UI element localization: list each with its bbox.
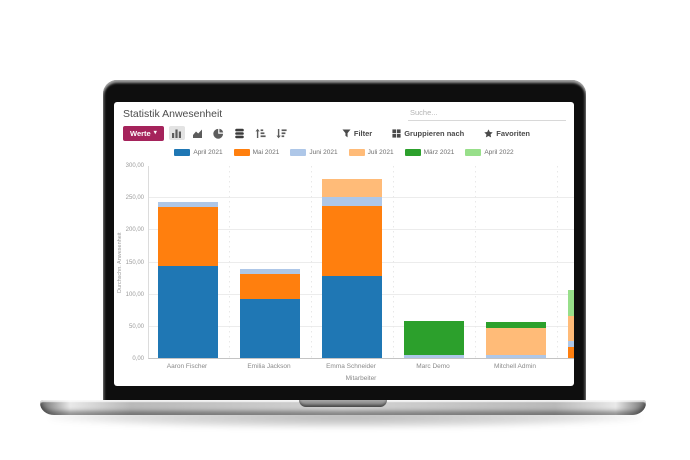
bar-chart-icon [172, 129, 182, 138]
laptop-base [40, 400, 646, 415]
legend-item[interactable]: Mai 2021 [233, 149, 280, 156]
legend-item[interactable]: April 2021 [174, 149, 223, 156]
legend-label: Juli 2021 [367, 149, 394, 156]
bar-segment[interactable] [158, 202, 218, 208]
star-icon [484, 128, 493, 137]
bar-segment[interactable] [568, 347, 574, 358]
page-title: Statistik Anwesenheit [123, 108, 223, 120]
legend-swatch [404, 149, 421, 156]
y-tick-label: 200,00 [125, 227, 144, 234]
filter-label: Filter [353, 128, 373, 138]
toolbar: Werte ▾ [123, 125, 566, 141]
chart-plot [148, 166, 574, 359]
legend-swatch [290, 149, 307, 156]
legend-swatch [174, 149, 191, 156]
bar-segment[interactable] [404, 321, 464, 355]
pie-chart-icon [213, 128, 224, 139]
y-tick-label: 250,00 [125, 195, 144, 202]
favorites-label: Favoriten [496, 128, 530, 138]
y-tick-label: 0,00 [132, 356, 144, 362]
legend-label: Mai 2021 [252, 149, 280, 156]
bar-segment[interactable] [322, 206, 382, 276]
vertical-gridline [557, 166, 558, 358]
legend-label: Juni 2021 [309, 149, 338, 156]
bar-segment[interactable] [322, 275, 382, 358]
search-panel-controls: Filter Gruppieren nach Favoriten [342, 129, 530, 138]
search-input[interactable]: Suche... [408, 107, 566, 121]
bar-segment[interactable] [486, 354, 546, 358]
legend-item[interactable]: März 2021 [404, 149, 455, 156]
bar-segment[interactable] [568, 315, 574, 341]
search-placeholder: Suche... [410, 108, 438, 117]
sort-ascending-button[interactable] [253, 126, 269, 140]
legend-swatch [465, 149, 482, 156]
app-window: Statistik Anwesenheit Suche... Werte ▾ [114, 102, 574, 386]
filter-button[interactable]: Filter [342, 129, 372, 138]
measures-button[interactable]: Werte ▾ [123, 125, 164, 141]
caret-down-icon: ▾ [153, 130, 157, 136]
bar-segment[interactable] [240, 274, 300, 299]
sort-ascending-icon [255, 128, 266, 138]
bar-segment[interactable] [158, 266, 218, 358]
sort-descending-button[interactable] [274, 126, 290, 140]
legend-swatch [233, 149, 250, 156]
measures-button-label: Werte [130, 128, 151, 138]
line-chart-icon [193, 129, 203, 138]
legend-item[interactable]: Juni 2021 [290, 149, 338, 156]
y-tick-label: 100,00 [125, 291, 144, 298]
bar-segment[interactable] [486, 328, 546, 355]
legend-swatch [348, 149, 365, 156]
y-tick-label: 50,00 [128, 323, 144, 330]
legend-label: April 2021 [193, 149, 223, 156]
favorites-button[interactable]: Favoriten [484, 129, 530, 138]
legend-item[interactable]: April 2022 [465, 149, 514, 156]
groupby-label: Gruppieren nach [404, 128, 465, 138]
bar-segment[interactable] [240, 269, 300, 275]
vertical-gridline [475, 166, 476, 358]
y-tick-label: 300,00 [125, 163, 144, 169]
x-category-label: Mitchell Admin [494, 363, 536, 370]
x-category-label: Aaron Fischer [166, 363, 208, 370]
legend-label: März 2021 [423, 149, 455, 156]
bar-segment[interactable] [568, 340, 574, 348]
x-category-label: Emma Schneider [326, 363, 376, 370]
bar-segment[interactable] [404, 354, 464, 358]
sort-descending-icon [276, 128, 287, 138]
x-category-label: Marc Demo [416, 363, 450, 370]
pie-chart-button[interactable] [211, 126, 227, 140]
legend-item[interactable]: Juli 2021 [348, 149, 394, 156]
stacked-toggle-button[interactable] [232, 126, 248, 140]
legend-label: April 2022 [484, 149, 514, 156]
line-chart-button[interactable] [190, 126, 206, 140]
grid-icon [392, 128, 401, 138]
bar-segment[interactable] [240, 298, 300, 358]
laptop-notch [299, 400, 387, 407]
vertical-gridline [393, 166, 394, 358]
stacked-bars-icon [235, 128, 245, 138]
x-category-label: Emilia Jackson [247, 363, 291, 370]
bar-segment[interactable] [486, 322, 546, 329]
vertical-gridline [311, 166, 312, 358]
groupby-button[interactable]: Gruppieren nach [392, 129, 464, 138]
filter-icon [342, 128, 351, 137]
vertical-gridline [229, 166, 230, 358]
y-tick-label: 150,00 [125, 259, 144, 266]
x-axis-title: Mitarbeiter [345, 375, 377, 382]
bar-segment[interactable] [158, 207, 218, 267]
bar-segment[interactable] [568, 290, 574, 316]
laptop-frame: Statistik Anwesenheit Suche... Werte ▾ [103, 80, 586, 402]
bar-segment[interactable] [322, 178, 382, 197]
chart-region: Durchschn. Anwesenheit Mitarbeiter 0,00 5… [114, 163, 574, 386]
bar-segment[interactable] [322, 196, 382, 207]
bar-chart-button[interactable] [168, 126, 185, 140]
chart-legend: April 2021 Mai 2021 Juni 2021 Juli 2021 März… [114, 149, 574, 156]
